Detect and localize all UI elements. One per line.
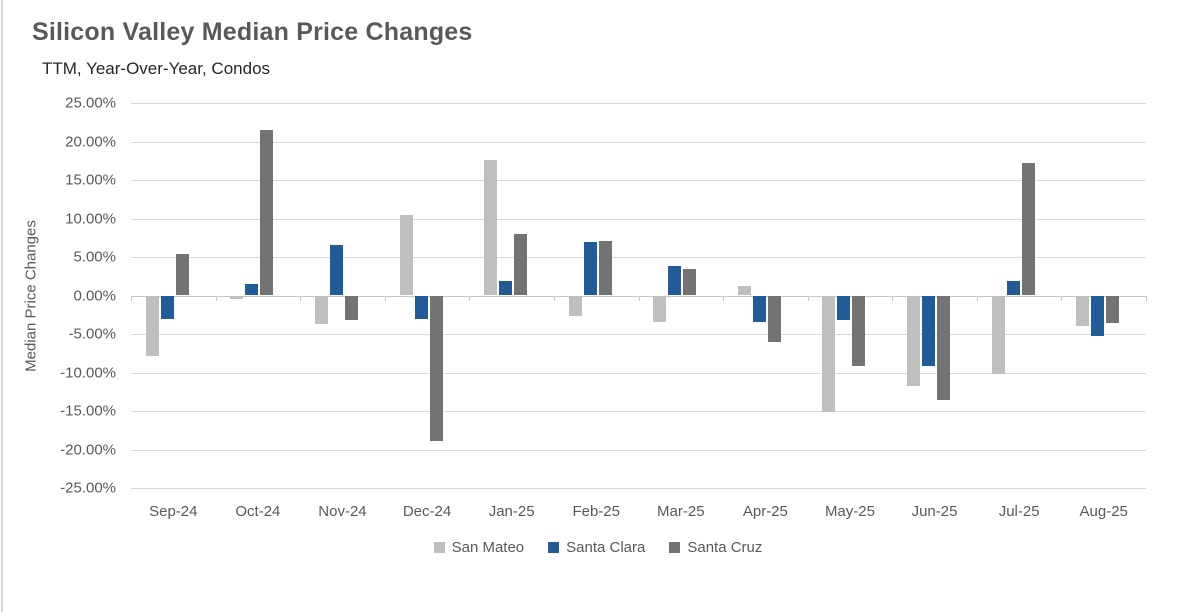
bar-san-mateo-apr-25 bbox=[737, 286, 751, 296]
y-tick-label: -15.00% bbox=[60, 402, 116, 420]
y-tick-label: 15.00% bbox=[65, 171, 116, 189]
x-axis-tick bbox=[384, 295, 386, 301]
x-axis-tick bbox=[300, 295, 302, 301]
x-tick-label: Jun-25 bbox=[911, 503, 958, 520]
x-axis-tick bbox=[723, 295, 725, 301]
y-tick-label: 20.00% bbox=[65, 133, 116, 150]
bar-san-mateo-may-25 bbox=[822, 295, 836, 412]
bar-san-mateo-nov-24 bbox=[314, 295, 328, 324]
bar-santa-clara-feb-25 bbox=[583, 241, 597, 296]
bar-santa-cruz-sep-24 bbox=[175, 253, 189, 296]
bar-santa-clara-jul-25 bbox=[1006, 280, 1020, 296]
bar-santa-cruz-may-25 bbox=[852, 295, 866, 367]
x-tick-label: Aug-25 bbox=[1079, 503, 1128, 520]
y-tick-label: -5.00% bbox=[68, 325, 116, 343]
bar-santa-clara-oct-24 bbox=[245, 283, 259, 296]
bar-santa-cruz-dec-24 bbox=[429, 295, 443, 442]
x-axis-tick bbox=[553, 295, 555, 301]
x-axis-tick bbox=[807, 295, 809, 301]
legend-entry-san-mateo: San Mateo bbox=[433, 538, 525, 556]
x-tick-label: Feb-25 bbox=[572, 503, 620, 520]
bar-santa-clara-dec-24 bbox=[414, 295, 428, 319]
bar-san-mateo-feb-25 bbox=[568, 295, 582, 317]
bar-santa-clara-mar-25 bbox=[668, 266, 682, 296]
window-left-border bbox=[1, 0, 3, 612]
gridline bbox=[131, 218, 1146, 220]
x-tick-label: Mar-25 bbox=[657, 503, 705, 520]
x-axis-tick bbox=[1146, 295, 1147, 301]
legend-label: San Mateo bbox=[451, 538, 525, 556]
legend: San Mateo Santa Clara Santa Cruz bbox=[0, 537, 1196, 557]
legend-swatch-santa-clara bbox=[548, 541, 560, 553]
y-tick-label: -20.00% bbox=[60, 441, 116, 458]
bar-santa-cruz-nov-24 bbox=[344, 295, 358, 321]
bar-santa-clara-sep-24 bbox=[160, 295, 174, 320]
bar-santa-cruz-aug-25 bbox=[1106, 295, 1120, 324]
bar-santa-cruz-apr-25 bbox=[767, 295, 781, 342]
x-axis-tick bbox=[638, 295, 640, 301]
bar-santa-cruz-jul-25 bbox=[1021, 163, 1035, 296]
y-tick-label: -10.00% bbox=[60, 364, 116, 381]
x-axis-tick bbox=[892, 295, 894, 301]
bar-san-mateo-aug-25 bbox=[1076, 295, 1090, 327]
bar-santa-clara-apr-25 bbox=[752, 295, 766, 323]
bar-santa-cruz-jan-25 bbox=[514, 233, 528, 296]
bar-san-mateo-jul-25 bbox=[991, 295, 1005, 375]
legend-entry-santa-clara: Santa Clara bbox=[548, 539, 645, 556]
bar-santa-clara-jan-25 bbox=[499, 280, 513, 296]
bar-san-mateo-oct-24 bbox=[230, 295, 244, 300]
bar-san-mateo-jun-25 bbox=[907, 295, 921, 387]
x-axis-tick bbox=[976, 295, 978, 301]
x-tick-label: Jan-25 bbox=[488, 503, 535, 520]
x-tick-label: Dec-24 bbox=[402, 503, 452, 520]
gridline bbox=[131, 488, 1146, 489]
gridline bbox=[131, 449, 1146, 451]
chart-title: Silicon Valley Median Price Changes bbox=[32, 18, 473, 46]
bar-santa-clara-may-25 bbox=[837, 295, 851, 321]
x-axis-tick bbox=[215, 295, 217, 301]
bar-san-mateo-mar-25 bbox=[653, 295, 667, 323]
x-tick-label: Jul-25 bbox=[998, 503, 1040, 520]
y-tick-label: 0.00% bbox=[73, 287, 116, 304]
legend-label: Santa Clara bbox=[566, 538, 646, 556]
legend-entry-santa-cruz: Santa Cruz bbox=[669, 539, 762, 556]
bar-santa-cruz-oct-24 bbox=[260, 129, 274, 296]
bar-santa-cruz-mar-25 bbox=[683, 269, 697, 296]
x-tick-label: Oct-24 bbox=[235, 503, 281, 520]
gridline bbox=[131, 334, 1146, 335]
bar-san-mateo-dec-24 bbox=[399, 214, 413, 296]
chart-subtitle: TTM, Year-Over-Year, Condos bbox=[42, 59, 271, 78]
bar-san-mateo-sep-24 bbox=[145, 295, 159, 357]
legend-swatch-santa-cruz bbox=[669, 541, 681, 553]
x-tick-label: Apr-25 bbox=[742, 503, 788, 520]
y-axis-title: Median Price Changes bbox=[22, 220, 40, 372]
gridline bbox=[131, 257, 1146, 258]
bar-san-mateo-jan-25 bbox=[484, 159, 498, 296]
y-tick-label: 25.00% bbox=[65, 94, 116, 112]
gridline bbox=[131, 103, 1146, 104]
y-tick-label: 10.00% bbox=[65, 210, 116, 227]
bar-santa-cruz-feb-25 bbox=[598, 240, 612, 296]
bar-santa-clara-jun-25 bbox=[922, 295, 936, 367]
x-tick-label: Sep-24 bbox=[149, 503, 198, 520]
bar-santa-clara-nov-24 bbox=[329, 244, 343, 296]
x-axis-tick bbox=[1061, 295, 1063, 301]
legend-label: Santa Cruz bbox=[687, 538, 763, 556]
gridline bbox=[131, 411, 1146, 412]
legend-swatch-san-mateo bbox=[433, 541, 445, 553]
y-tick-label: 5.00% bbox=[73, 248, 116, 266]
gridline bbox=[131, 180, 1146, 181]
x-axis-tick bbox=[469, 295, 471, 301]
y-tick-label: -25.00% bbox=[60, 479, 116, 497]
gridline bbox=[131, 141, 1146, 143]
bar-santa-cruz-jun-25 bbox=[937, 295, 951, 401]
x-tick-label: May-25 bbox=[824, 503, 875, 520]
gridline bbox=[131, 372, 1146, 374]
bar-santa-clara-aug-25 bbox=[1091, 295, 1105, 337]
x-tick-label: Nov-24 bbox=[318, 503, 367, 520]
x-axis-tick bbox=[131, 295, 132, 301]
